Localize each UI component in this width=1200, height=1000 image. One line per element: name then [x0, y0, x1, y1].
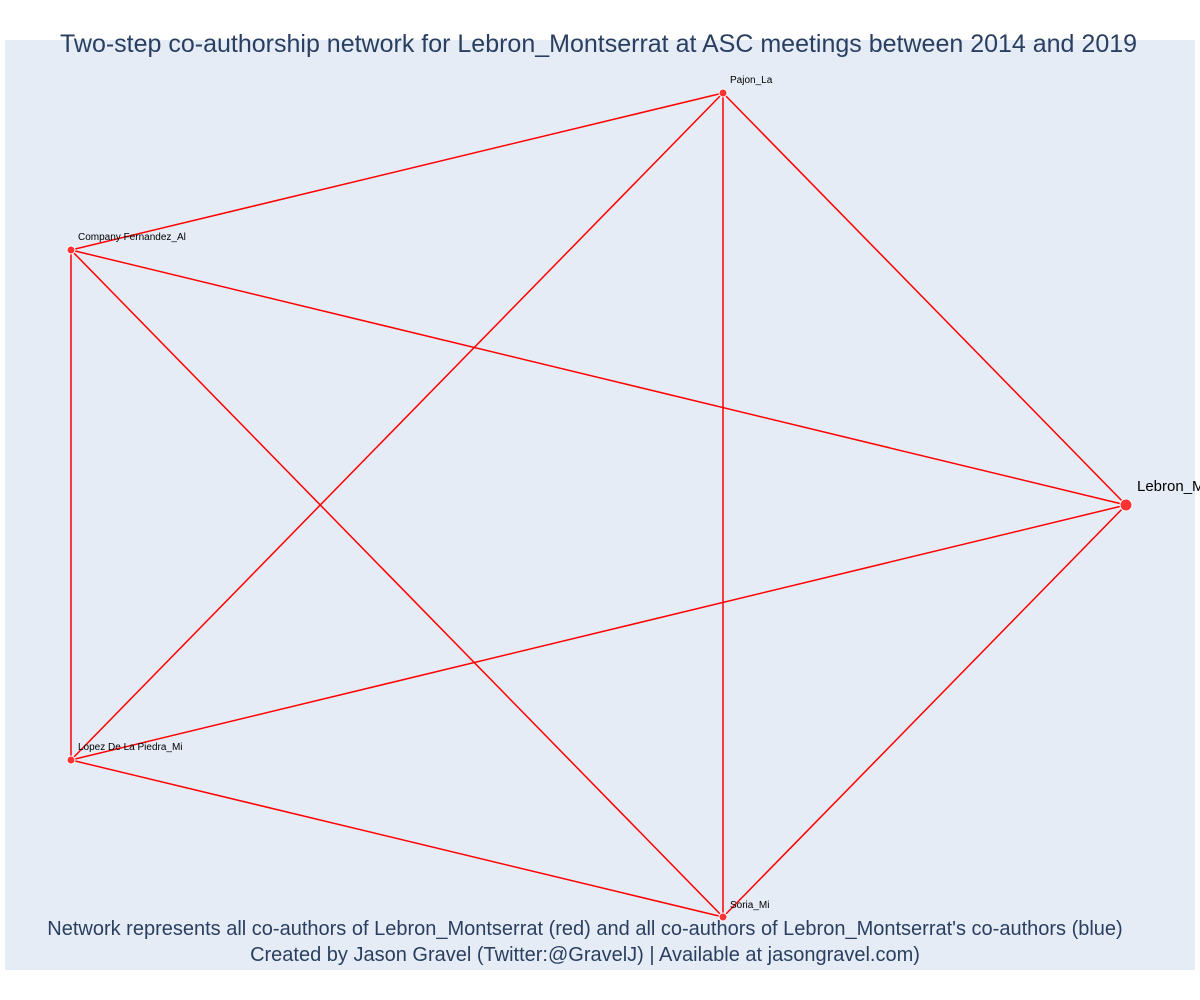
plot-background: [5, 40, 1195, 970]
edge-lopez-lebron: [70, 504, 1127, 761]
nodes-layer: [66, 88, 1133, 922]
node-label-lopez: Lopez De La Piedra_Mi: [78, 742, 183, 753]
node-pajon[interactable]: [718, 88, 728, 98]
node-label-company: Company Fernandez_Al: [78, 232, 186, 243]
node-lopez[interactable]: [66, 755, 76, 765]
node-lebron[interactable]: [1119, 498, 1133, 512]
node-label-pajon: Pajon_La: [730, 75, 773, 86]
edge-soria-lebron: [722, 504, 1127, 918]
edge-pajon-lebron: [722, 92, 1127, 506]
edges-layer: [70, 92, 1127, 918]
node-label-lebron: Lebron_M: [1137, 478, 1200, 495]
footer-credit: Created by Jason Gravel (Twitter:@Gravel…: [250, 944, 920, 966]
chart-title: Two-step co-authorship network for Lebro…: [60, 30, 1138, 58]
edge-lopez-soria: [70, 759, 724, 918]
edge-company-pajon: [70, 92, 724, 251]
edge-company-lebron: [70, 249, 1127, 506]
edge-pajon-lopez: [70, 92, 724, 761]
edge-company-soria: [70, 249, 724, 918]
node-soria[interactable]: [718, 912, 728, 922]
node-label-soria: Soria_Mi: [730, 900, 769, 911]
footer-caption: Network represents all co-authors of Leb…: [47, 918, 1123, 940]
node-company[interactable]: [66, 245, 76, 255]
labels-layer: Pajon_La Company Fernandez_Al Lebron_M Lope…: [78, 75, 1200, 911]
